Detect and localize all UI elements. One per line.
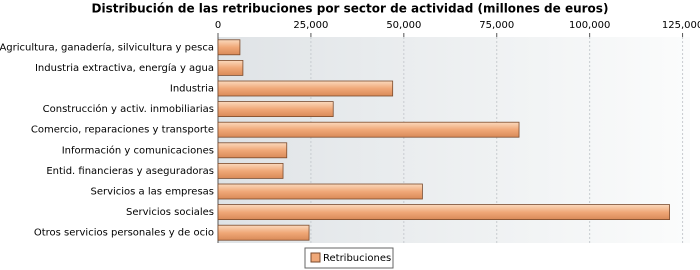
bar xyxy=(217,224,310,241)
y-tick-label: Otros servicios personales y de ocio xyxy=(34,228,214,239)
y-tick-label: Comercio, reparaciones y transporte xyxy=(31,125,214,136)
bar xyxy=(217,142,288,159)
y-tick-label: Entid. financieras y aseguradoras xyxy=(46,166,214,177)
x-tick-label: 125,000 xyxy=(662,20,700,31)
legend-box xyxy=(304,247,394,269)
y-tick-label: Agricultura, ganadería, silvicultura y p… xyxy=(0,41,214,53)
legend-swatch xyxy=(310,252,321,263)
y-tick-label: Información y comunicaciones xyxy=(62,144,214,156)
chart-title: Distribución de las retribuciones por se… xyxy=(92,2,609,16)
x-tick-label: 0 xyxy=(215,20,221,31)
x-tick-label: 50,000 xyxy=(386,20,421,31)
x-tick-label: 75,000 xyxy=(479,20,514,31)
y-tick-label: Servicios sociales xyxy=(126,207,214,218)
bar xyxy=(217,121,520,138)
x-tick-label: 100,000 xyxy=(569,20,610,31)
bar xyxy=(217,204,670,221)
y-tick-label: Industria xyxy=(170,84,214,95)
bar xyxy=(217,39,241,56)
bar xyxy=(217,162,284,179)
y-tick-label: Industria extractiva, energía y agua xyxy=(35,62,214,74)
bar xyxy=(217,101,334,117)
bar xyxy=(217,80,394,97)
bar xyxy=(217,60,244,76)
legend-label: Retribuciones xyxy=(323,253,391,264)
y-tick-label: Servicios a las empresas xyxy=(90,187,214,198)
bar xyxy=(217,183,423,200)
x-tick-label: 25,000 xyxy=(293,20,328,31)
y-tick-label: Construcción y activ. inmobiliarias xyxy=(43,103,214,115)
